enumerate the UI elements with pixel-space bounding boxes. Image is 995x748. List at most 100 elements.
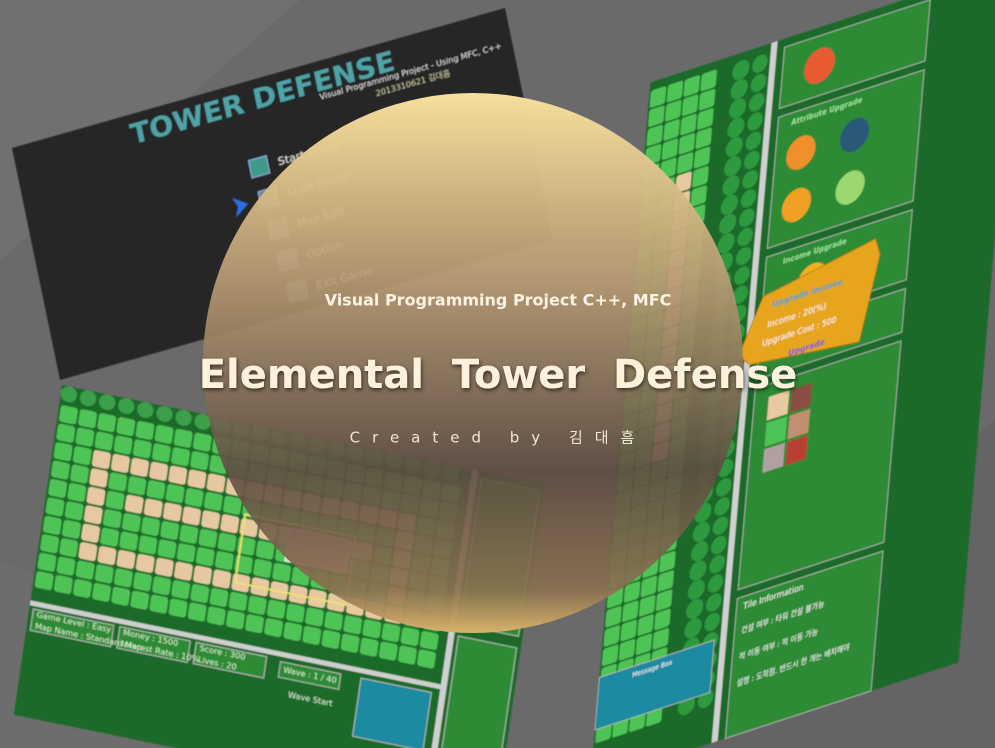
project-label: Visual Programming Project C++, MFC: [325, 291, 672, 310]
tile: [206, 473, 226, 493]
tile: [130, 590, 150, 610]
tree: [118, 398, 135, 415]
tile: [157, 539, 177, 559]
tile: [419, 631, 439, 650]
tile: [103, 509, 122, 529]
tile: [94, 431, 114, 451]
tile: [697, 108, 714, 130]
tree: [716, 478, 732, 497]
tile: [698, 89, 716, 111]
tree: [686, 598, 704, 620]
credit: Created by 김대흠: [350, 429, 647, 447]
tile: [417, 649, 436, 669]
tree: [734, 266, 750, 285]
title-circle: [203, 93, 743, 633]
tile: [119, 531, 139, 551]
palette-tile: [762, 442, 785, 473]
tile: [45, 497, 65, 517]
tile: [676, 152, 694, 174]
tile: [105, 490, 125, 510]
tile: [67, 482, 87, 502]
tile: [124, 494, 144, 514]
palette-tile: [764, 416, 788, 447]
tile: [187, 469, 207, 489]
tree: [689, 560, 707, 581]
tile: [133, 572, 152, 592]
tile: [635, 633, 653, 655]
tile: [168, 465, 188, 485]
tile: [264, 618, 283, 638]
tile: [700, 69, 717, 92]
message-box: [594, 639, 715, 731]
tile: [171, 447, 190, 467]
tile: [78, 409, 97, 429]
slide-title: Elemental Tower Defense: [199, 352, 798, 398]
tile: [266, 599, 286, 619]
tile: [228, 591, 248, 611]
tree: [722, 175, 740, 196]
tile: [302, 626, 322, 645]
palette-tile: [787, 408, 811, 440]
tile: [113, 435, 133, 455]
tile: [223, 495, 242, 515]
tree: [732, 59, 750, 81]
tree: [692, 521, 710, 543]
tile: [666, 80, 684, 103]
tile: [89, 468, 109, 488]
tree: [745, 131, 762, 150]
tile: [622, 600, 639, 622]
tile: [381, 623, 401, 643]
tile: [678, 133, 696, 155]
tile: [680, 113, 697, 136]
tile: [190, 451, 209, 471]
tile: [73, 579, 92, 598]
tile: [182, 506, 201, 526]
tile: [343, 615, 363, 635]
tile: [400, 627, 420, 647]
tile: [683, 75, 700, 97]
tree: [735, 247, 752, 266]
tile: [34, 571, 54, 591]
tree: [752, 54, 768, 73]
tile: [220, 514, 240, 534]
tile: [652, 628, 670, 650]
tile: [340, 633, 360, 653]
tile: [135, 553, 155, 573]
tree: [714, 497, 730, 516]
tile: [209, 588, 229, 607]
tile: [116, 550, 136, 569]
tile: [176, 543, 196, 563]
tile: [378, 641, 398, 661]
tile: [149, 594, 169, 614]
tile: [190, 584, 210, 604]
tree: [725, 136, 743, 158]
tile: [654, 608, 671, 631]
tile: [165, 484, 185, 504]
tile: [53, 575, 73, 595]
tile: [618, 639, 636, 661]
tile: [75, 427, 95, 447]
tree: [175, 409, 192, 426]
tile: [693, 146, 711, 169]
tile: [174, 561, 193, 581]
tile: [637, 614, 654, 636]
tile: [154, 424, 174, 444]
tile: [623, 581, 641, 603]
tile: [681, 94, 699, 116]
tile: [116, 417, 136, 436]
tile: [91, 450, 111, 469]
popup: Upgrade Income Income : 20(%) Upgrade Co…: [738, 238, 881, 366]
tile: [203, 491, 223, 511]
tile: [59, 405, 78, 425]
tree: [732, 285, 748, 304]
tile: [398, 645, 417, 665]
tile: [247, 595, 267, 615]
menu-icon: [247, 155, 271, 179]
tile: [321, 629, 341, 649]
electric-icon: [781, 187, 812, 223]
tile: [206, 606, 226, 626]
tile: [64, 501, 84, 521]
tile: [639, 595, 656, 617]
tile: [620, 619, 637, 642]
tree: [156, 406, 173, 422]
